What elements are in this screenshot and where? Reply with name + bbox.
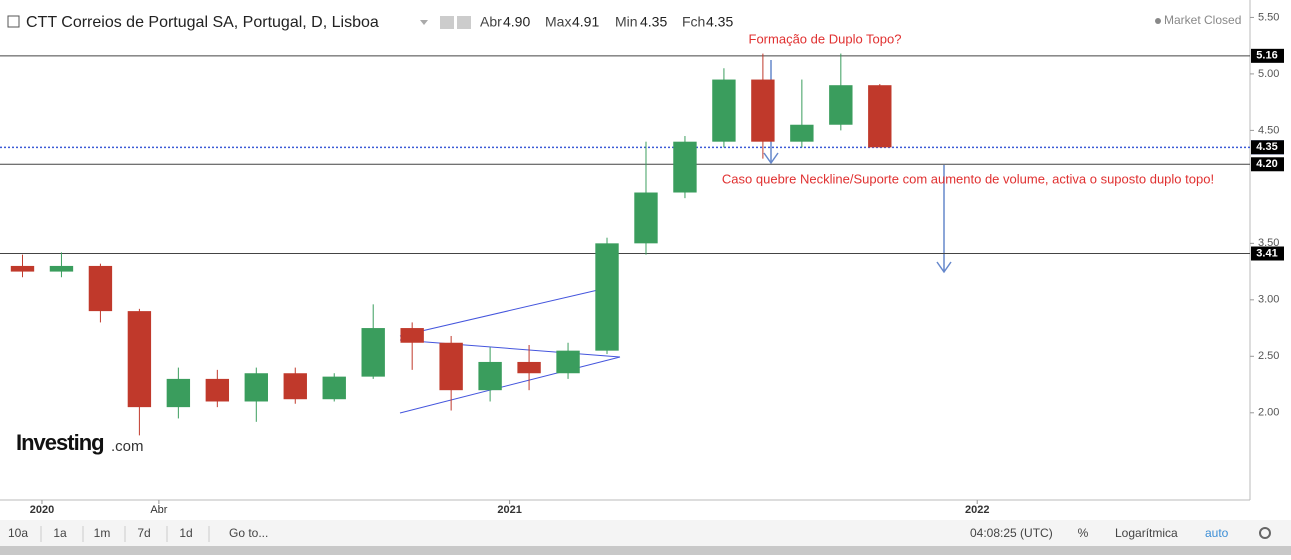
annotation: Caso quebre Neckline/Suporte com aumento… [722,171,1214,186]
ohlc-label: Min [615,14,638,30]
dropdown[interactable] [420,20,428,25]
y-tick-label: 4.50 [1258,124,1279,136]
candle-body [790,124,814,142]
y-tick-label: 3.50 [1258,237,1279,249]
candle-body [595,243,619,351]
y-tick-label: 2.50 [1258,350,1279,362]
extra-label-box [1251,140,1284,155]
chart-title: CTT Correios de Portugal SA, Portugal, D… [26,14,379,31]
candle-body [127,311,152,408]
candle-body [556,350,580,374]
candle-body [439,342,463,391]
level-label: 5.16 [1256,50,1277,62]
toolbar [0,520,1291,546]
candle-body [244,373,268,402]
icon[interactable] [457,16,471,29]
bottom-strip [0,546,1291,555]
candle-body [205,378,230,402]
ohlc-label: Abr [480,14,502,30]
ohlc-label: Fch [682,14,705,30]
y-tick-label: 5.50 [1258,11,1279,23]
candle-body [400,328,424,343]
x-tick-label: 2022 [965,504,989,516]
range-button[interactable]: 1a [53,526,67,540]
ohlc-label: Max [545,14,571,30]
candle-body [361,328,385,377]
percent-button[interactable]: % [1078,526,1089,540]
candle-body [751,79,775,142]
range-button[interactable]: 10a [8,526,28,540]
icon[interactable] [440,16,454,29]
candle-body [166,378,191,408]
candle-body [478,361,502,391]
arrow [936,165,952,274]
trend-line [399,289,599,337]
candle-body [634,192,658,244]
candle-body [10,265,35,272]
candle-body [283,373,307,400]
ohlc-value: 4.35 [706,14,733,30]
x-tick-label: 2021 [497,504,521,516]
ohlc-value: 4.35 [640,14,667,30]
settings-icon[interactable] [1259,527,1271,539]
log-button[interactable]: Logarítmica [1115,526,1178,540]
candle-body [868,85,892,148]
level-label: 4.20 [1256,158,1277,170]
level-label: 3.41 [1256,247,1277,259]
trend-line [399,356,621,414]
candle-body [673,141,697,193]
logo: .com [111,438,144,455]
x-tick-label: Abr [150,504,167,516]
y-tick-label: 5.00 [1258,68,1279,80]
candle-body [829,85,853,125]
x-tick-label: 2020 [30,504,54,516]
range-button[interactable]: 7d [137,526,150,540]
goto-button[interactable]: Go to... [229,526,268,540]
status-dot [1155,18,1161,24]
clock: 04:08:25 (UTC) [970,526,1053,540]
level-label-box [1251,157,1284,172]
menu-icon[interactable] [7,15,20,28]
candle-body [49,265,74,272]
candle-body [88,265,113,312]
trend-line [399,339,621,358]
auto-button[interactable]: auto [1205,526,1229,540]
ohlc-value: 4.91 [572,14,599,30]
status: Market Closed [1164,13,1241,27]
candle-body [517,361,541,374]
ohlc-value: 4.90 [503,14,530,30]
extra-label: 4.35 [1256,141,1277,153]
y-tick-label: 2.00 [1258,407,1279,419]
range-button[interactable]: 1m [94,526,111,540]
candle-body [712,79,736,142]
level-label-box [1251,48,1284,63]
range-button[interactable]: 1d [179,526,192,540]
level-label-box [1251,246,1284,261]
logo: Investing [16,430,104,455]
y-tick-label: 3.00 [1258,294,1279,306]
annotation: Formação de Duplo Topo? [749,31,902,46]
candle-body [322,376,346,400]
